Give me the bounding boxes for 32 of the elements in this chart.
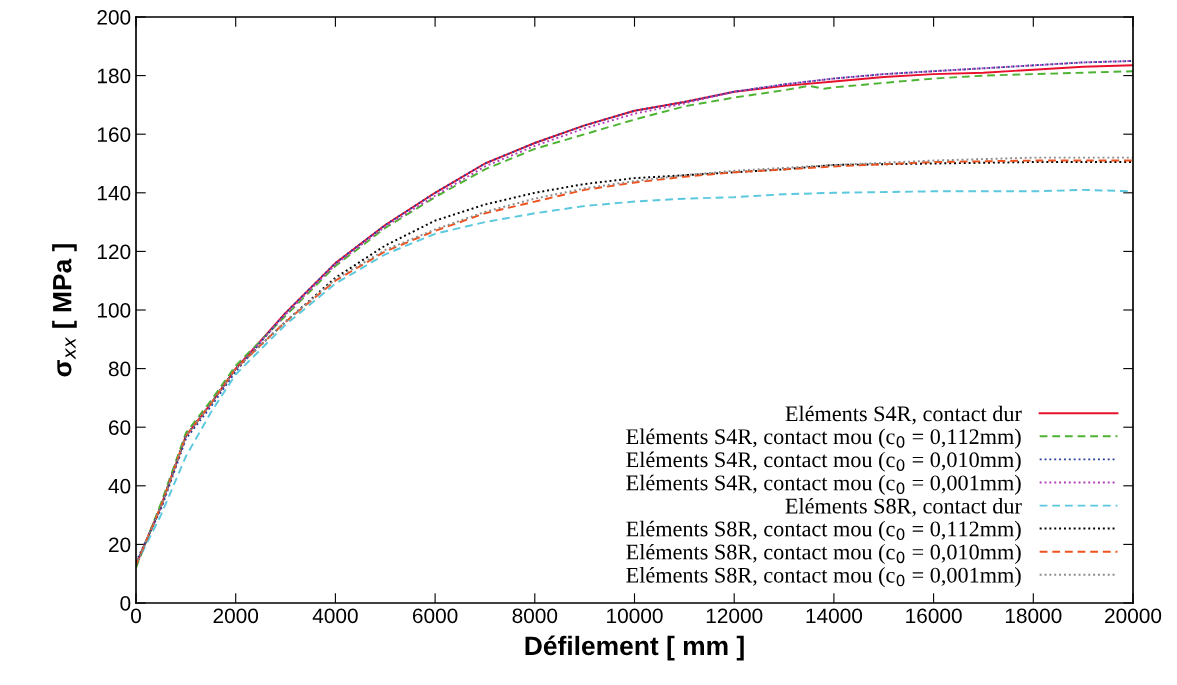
y-axis-title: σ$_{xx}$ [ MPa ] xyxy=(52,244,77,377)
x-tick-label: 10000 xyxy=(607,608,663,624)
x-tick-label: 0 xyxy=(131,608,141,624)
x-tick-label: 2000 xyxy=(213,608,259,624)
y-tick-label: 160 xyxy=(97,127,131,142)
x-tick-label: 8000 xyxy=(512,608,558,624)
legend-label: Eléments S4R, contact mou (c$_{0}$ = 0,112mm) xyxy=(626,428,1021,449)
y-tick-label: 200 xyxy=(97,10,131,25)
y-tick-label: 40 xyxy=(108,478,131,494)
x-tick-label: 18000 xyxy=(1005,608,1062,624)
x-tick-label: 12000 xyxy=(706,608,763,624)
x-tick-label: 14000 xyxy=(806,608,863,624)
y-tick-label: 0 xyxy=(120,596,131,611)
y-tick-label: 20 xyxy=(109,537,131,553)
x-tick-label: 16000 xyxy=(906,608,962,624)
legend-label: Eléments S8R, contact mou (c$_{0}$ = 0,010mm) xyxy=(626,543,1021,565)
x-tick-label: 4000 xyxy=(312,608,358,624)
legend-label: Eléments S8R, contact mou (c$_{0}$ = 0,112mm) xyxy=(626,520,1021,541)
x-tick-label: 20000 xyxy=(1105,608,1162,624)
legend-label: Eléments S4R, contact mou (c$_{0}$ = 0,001mm) xyxy=(626,474,1021,495)
x-axis-title: Défilement [ mm ] xyxy=(525,635,744,661)
legend-label: Eléments S8R, contact dur xyxy=(785,497,1022,517)
y-tick-label: 120 xyxy=(97,244,131,260)
y-tick-label: 100 xyxy=(97,303,131,318)
y-tick-label: 140 xyxy=(97,185,131,201)
legend-label: Eléments S4R, contact mou (c$_{0}$ = 0,010mm) xyxy=(626,451,1021,472)
legend-label: Eléments S8R, contact mou (c$_{0}$ = 0,001mm) xyxy=(626,567,1021,588)
y-tick-label: 80 xyxy=(108,361,131,377)
y-tick-label: 180 xyxy=(97,68,131,84)
x-tick-label: 6000 xyxy=(412,608,458,624)
legend-label: Eléments S4R, contact dur xyxy=(785,405,1022,425)
y-tick-label: 60 xyxy=(109,420,131,435)
